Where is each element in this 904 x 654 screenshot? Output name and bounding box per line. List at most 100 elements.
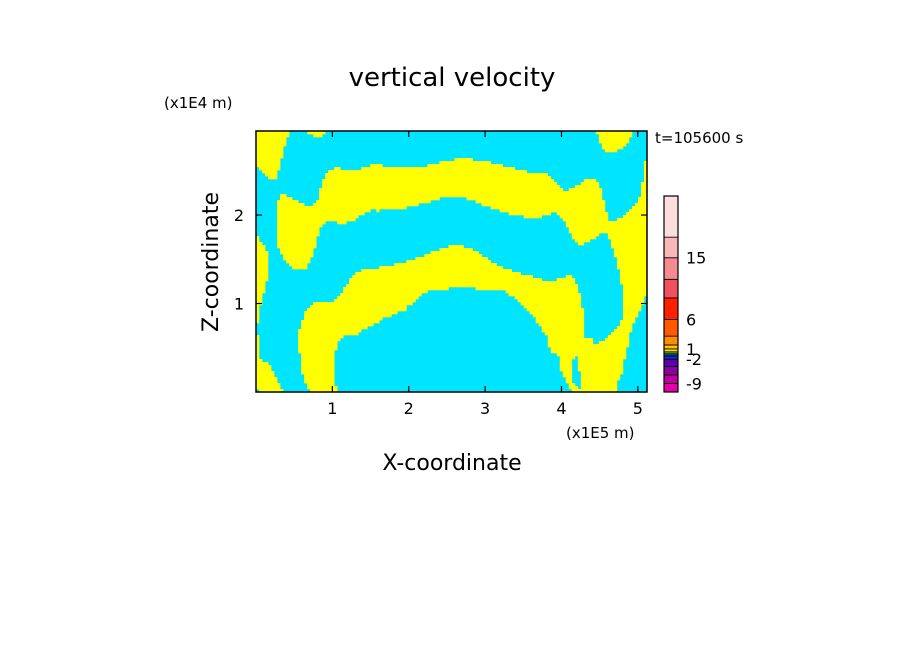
positive-velocity-cell [622, 299, 645, 303]
positive-velocity-cell [298, 329, 362, 333]
positive-velocity-cell [568, 386, 579, 390]
positive-velocity-cell [406, 260, 491, 264]
positive-velocity-cell [580, 380, 618, 384]
positive-velocity-cell [580, 377, 621, 381]
positive-velocity-cell [634, 203, 647, 207]
positive-velocity-cell [508, 293, 582, 297]
positive-velocity-cell [319, 197, 440, 201]
positive-velocity-cell [577, 362, 624, 366]
positive-velocity-cell [454, 158, 473, 162]
positive-velocity-cell [301, 371, 335, 375]
positive-velocity-cell [475, 200, 606, 204]
positive-velocity-cell [256, 365, 272, 369]
positive-velocity-cell [601, 143, 627, 147]
positive-velocity-cell [298, 341, 338, 345]
positive-velocity-cell [616, 263, 647, 267]
positive-velocity-cell [571, 233, 600, 237]
positive-velocity-cell [541, 326, 585, 330]
colorbar-segment [663, 195, 679, 238]
positive-velocity-cell [580, 182, 600, 186]
positive-velocity-cell [514, 296, 582, 300]
positive-velocity-cell [550, 350, 627, 354]
positive-velocity-cell [256, 242, 263, 246]
positive-velocity-cell [334, 299, 416, 303]
positive-velocity-cell [256, 293, 263, 297]
positive-velocity-cell [577, 365, 624, 369]
positive-velocity-cell [256, 131, 290, 135]
positive-velocity-cell [343, 290, 428, 294]
colorbar-tick-label: 1 [686, 340, 696, 359]
positive-velocity-cell [547, 341, 594, 345]
positive-velocity-cell [292, 266, 308, 270]
positive-velocity-cell [280, 197, 293, 201]
positive-velocity-cell [277, 200, 299, 204]
positive-velocity-cell [256, 272, 269, 276]
positive-velocity-cell [265, 173, 278, 177]
positive-velocity-cell [310, 389, 338, 392]
positive-velocity-cell [256, 146, 284, 150]
positive-velocity-cell [577, 242, 585, 246]
positive-velocity-cell [613, 254, 647, 258]
positive-velocity-cell [565, 380, 573, 384]
velocity-field [256, 131, 647, 392]
positive-velocity-cell [256, 251, 269, 255]
positive-velocity-cell [277, 215, 359, 219]
positive-velocity-cell [583, 179, 597, 183]
positive-velocity-cell [319, 191, 603, 195]
positive-velocity-cell [277, 206, 407, 210]
positive-velocity-cell [256, 344, 260, 348]
positive-velocity-cell [559, 362, 573, 366]
positive-velocity-cell [547, 344, 630, 348]
positive-velocity-cell [256, 260, 269, 264]
positive-velocity-cell [544, 332, 585, 336]
positive-velocity-cell [568, 227, 647, 231]
positive-velocity-cell [256, 263, 269, 267]
positive-velocity-cell [256, 386, 281, 390]
colorbar-segment [663, 344, 679, 350]
colorbar-segment [663, 383, 679, 393]
positive-velocity-cell [256, 140, 287, 144]
positive-velocity-cell [277, 203, 305, 207]
positive-velocity-cell [637, 200, 647, 204]
positive-velocity-cell [346, 284, 579, 288]
positive-velocity-cell [301, 365, 335, 369]
positive-velocity-cell [337, 296, 419, 300]
positive-velocity-cell [370, 164, 383, 168]
positive-velocity-cell [256, 374, 275, 378]
positive-velocity-cell [256, 335, 260, 339]
positive-velocity-cell [256, 338, 260, 342]
positive-velocity-cell [256, 380, 278, 384]
positive-velocity-cell [304, 311, 398, 315]
positive-velocity-cell [643, 176, 647, 180]
positive-velocity-cell [322, 179, 555, 183]
positive-velocity-cell [559, 215, 609, 219]
positive-velocity-cell [256, 296, 263, 300]
positive-velocity-cell [325, 173, 549, 177]
positive-velocity-cell [256, 137, 287, 141]
y-tick-label: 1 [234, 295, 244, 314]
y-axis-units: (x1E4 m) [164, 94, 233, 112]
positive-velocity-cell [307, 383, 335, 387]
positive-velocity-cell [535, 317, 585, 321]
positive-velocity-cell [310, 305, 407, 309]
positive-velocity-cell [355, 272, 521, 276]
x-tick-label: 4 [556, 399, 566, 418]
positive-velocity-cell [298, 350, 335, 354]
positive-velocity-cell [526, 308, 585, 312]
positive-velocity-cell [280, 251, 314, 255]
positive-velocity-cell [628, 209, 647, 213]
positive-velocity-cell [256, 353, 260, 357]
positive-velocity-cell [610, 239, 647, 243]
positive-velocity-cell [607, 236, 647, 240]
positive-velocity-cell [277, 233, 320, 237]
positive-velocity-cell [313, 302, 413, 306]
positive-velocity-cell [304, 317, 383, 321]
positive-velocity-cell [361, 167, 515, 171]
positive-velocity-cell [256, 314, 260, 318]
positive-velocity-cell [619, 275, 647, 279]
positive-velocity-cell [610, 242, 647, 246]
positive-velocity-cell [361, 269, 512, 273]
positive-velocity-cell [466, 197, 603, 201]
positive-velocity-cell [301, 362, 335, 366]
positive-velocity-cell [256, 158, 281, 162]
